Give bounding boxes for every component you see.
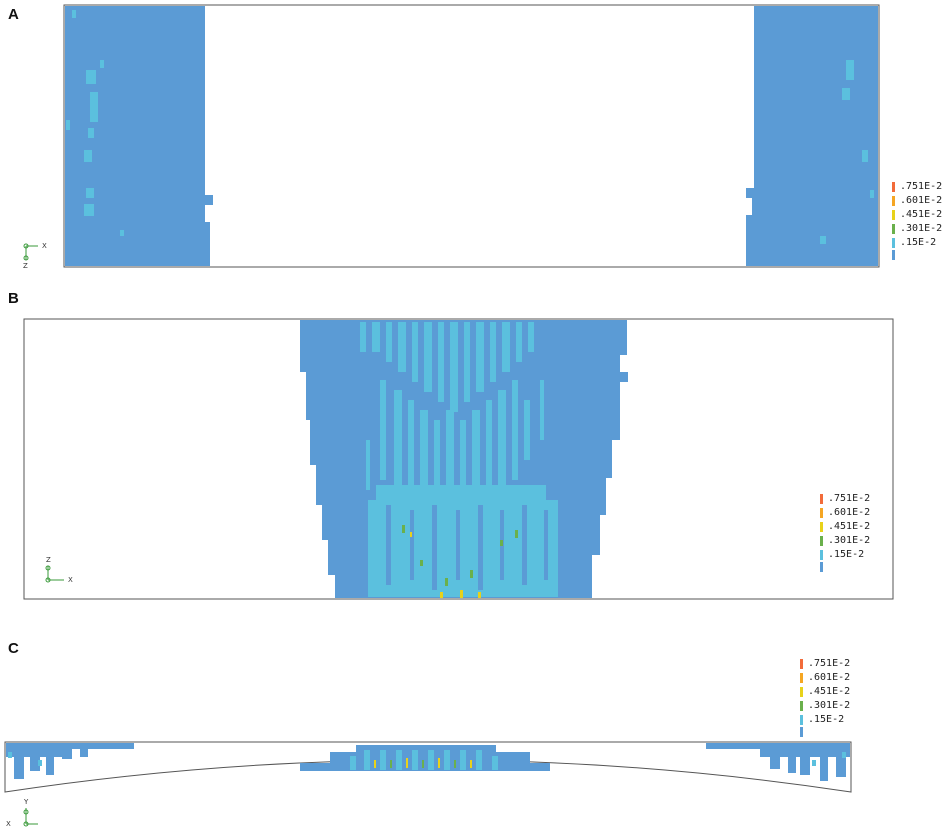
- panel-label-c: C: [8, 640, 19, 657]
- legend-a: .751E-2 .601E-2 .451E-2 .301E-2 .15E-2: [892, 180, 942, 260]
- panel-label-b: B: [8, 290, 19, 307]
- legend-swatch: [820, 536, 823, 546]
- panel-b-yellow-spots: [410, 532, 481, 598]
- legend-c-entry-3: .451E-2: [800, 685, 850, 699]
- panel-b-light-region: [360, 322, 558, 597]
- legend-c-entry-5: .15E-2: [800, 713, 850, 727]
- legend-swatch: [892, 182, 895, 192]
- panel-a-right-region: [746, 6, 878, 266]
- legend-swatch: [800, 659, 803, 669]
- axis-b-x-label: X: [68, 576, 73, 584]
- panel-c-left-region: [6, 743, 134, 779]
- legend-b-entry-5: .15E-2: [820, 548, 870, 562]
- legend-swatch: [820, 550, 823, 560]
- panel-b-green-spots: [402, 525, 518, 586]
- legend-swatch: [892, 224, 895, 234]
- panel-a-right-patches: [820, 60, 874, 244]
- panel-c-center-region: [300, 745, 550, 771]
- legend-a-entry-3: .451E-2: [892, 208, 942, 222]
- legend-swatch: [892, 238, 895, 248]
- panel-b-plot: [23, 318, 894, 600]
- legend-b-base-swatch: [820, 562, 823, 572]
- axis-c-y-label: Y: [24, 798, 29, 806]
- axis-triad-c: [23, 808, 38, 827]
- legend-b: .751E-2 .601E-2 .451E-2 .301E-2 .15E-2: [820, 492, 870, 572]
- legend-a-entry-1: .751E-2: [892, 180, 942, 194]
- legend-swatch: [800, 715, 803, 725]
- panel-c-right-region: [706, 743, 850, 781]
- legend-a-entry-2: .601E-2: [892, 194, 942, 208]
- panel-b-frame: [23, 318, 894, 600]
- legend-swatch: [820, 508, 823, 518]
- legend-swatch: [800, 687, 803, 697]
- panel-a-plot: [63, 4, 880, 268]
- panel-label-a: A: [8, 6, 19, 23]
- legend-swatch: [820, 522, 823, 532]
- legend-swatch: [800, 673, 803, 683]
- panel-c-center-light: [8, 750, 846, 770]
- legend-b-entry-4: .301E-2: [820, 534, 870, 548]
- legend-a-base-swatch: [892, 250, 895, 260]
- panel-c-green-spots: [390, 760, 456, 768]
- legend-a-entry-4: .301E-2: [892, 222, 942, 236]
- legend-b-entry-1: .751E-2: [820, 492, 870, 506]
- legend-c-entry-2: .601E-2: [800, 671, 850, 685]
- legend-swatch: [892, 210, 895, 220]
- axis-c-x-label: X: [6, 820, 11, 828]
- axis-a-z-label: Z: [23, 262, 28, 270]
- legend-swatch: [800, 701, 803, 711]
- legend-swatch: [820, 494, 823, 504]
- axis-b-z-label: Z: [46, 556, 51, 564]
- legend-a-entry-5: .15E-2: [892, 236, 942, 250]
- panel-c-plot: [4, 741, 852, 793]
- panel-c-yellow-spots: [374, 758, 472, 768]
- legend-b-entry-3: .451E-2: [820, 520, 870, 534]
- panel-a-frame: [63, 4, 880, 268]
- legend-c-entry-1: .751E-2: [800, 657, 850, 671]
- panel-a-left-patches: [66, 10, 124, 236]
- panel-a-left-region: [65, 6, 213, 266]
- axis-triad-a: [23, 243, 38, 261]
- axis-triad-b: [45, 565, 64, 583]
- legend-swatch: [892, 196, 895, 206]
- legend-c-base-swatch: [800, 727, 803, 737]
- legend-c: .751E-2 .601E-2 .451E-2 .301E-2 .15E-2: [800, 657, 850, 737]
- legend-c-entry-4: .301E-2: [800, 699, 850, 713]
- axis-a-x-label: X: [42, 242, 47, 250]
- legend-b-entry-2: .601E-2: [820, 506, 870, 520]
